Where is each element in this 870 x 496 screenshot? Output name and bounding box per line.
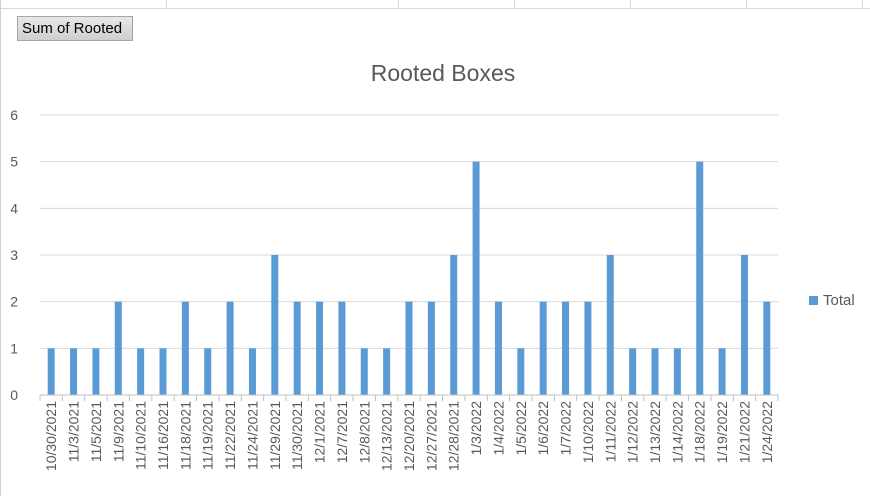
x-tick-label: 1/18/2022 bbox=[692, 401, 708, 463]
y-tick-label: 2 bbox=[10, 294, 18, 310]
bar bbox=[696, 161, 704, 395]
x-tick-label: 11/16/2021 bbox=[155, 401, 171, 470]
bar bbox=[405, 301, 413, 395]
x-tick-label: 11/10/2021 bbox=[133, 401, 149, 470]
x-tick-label: 11/5/2021 bbox=[88, 401, 104, 462]
legend-swatch bbox=[809, 296, 818, 305]
bar bbox=[584, 301, 592, 395]
x-tick-label: 1/13/2022 bbox=[647, 401, 663, 463]
bar bbox=[181, 301, 189, 395]
bar bbox=[92, 348, 100, 395]
x-tick-label: 1/21/2022 bbox=[736, 401, 752, 463]
x-tick-label: 10/30/2021 bbox=[43, 401, 59, 471]
pivot-field-button[interactable]: Sum of Rooted bbox=[17, 16, 133, 41]
bar bbox=[159, 348, 167, 395]
bar bbox=[494, 301, 502, 395]
bar bbox=[70, 348, 78, 395]
y-tick-label: 5 bbox=[10, 154, 18, 170]
column-divider bbox=[746, 0, 747, 8]
bar bbox=[114, 301, 122, 395]
column-divider bbox=[514, 0, 515, 8]
bar bbox=[629, 348, 637, 395]
bar bbox=[539, 301, 547, 395]
x-tick-label: 11/3/2021 bbox=[66, 401, 82, 462]
bar bbox=[204, 348, 212, 395]
bar bbox=[562, 301, 570, 395]
bar bbox=[450, 255, 458, 395]
bar bbox=[673, 348, 681, 395]
y-tick-label: 6 bbox=[10, 107, 18, 123]
x-tick-label: 1/6/2022 bbox=[535, 401, 551, 456]
y-tick-label: 4 bbox=[10, 200, 18, 216]
x-tick-label: 11/9/2021 bbox=[110, 401, 126, 462]
bar bbox=[338, 301, 346, 395]
column-divider bbox=[862, 0, 863, 8]
x-tick-label: 12/8/2021 bbox=[356, 401, 372, 463]
x-tick-label: 11/18/2021 bbox=[177, 401, 193, 470]
x-tick-label: 1/12/2022 bbox=[625, 401, 641, 463]
y-tick-label: 0 bbox=[10, 387, 18, 403]
bar bbox=[360, 348, 368, 395]
spreadsheet-header-grid bbox=[0, 0, 870, 9]
bar bbox=[226, 301, 234, 395]
x-tick-label: 1/7/2022 bbox=[558, 401, 574, 456]
bar bbox=[718, 348, 726, 395]
x-tick-label: 11/22/2021 bbox=[222, 401, 238, 470]
column-divider bbox=[398, 0, 399, 8]
x-tick-label: 12/27/2021 bbox=[423, 401, 439, 471]
x-tick-label: 1/14/2022 bbox=[669, 401, 685, 463]
column-divider bbox=[166, 0, 167, 8]
x-tick-label: 1/19/2022 bbox=[714, 401, 730, 463]
x-tick-label: 12/20/2021 bbox=[401, 401, 417, 471]
chart-left-border bbox=[0, 0, 1, 496]
bar bbox=[248, 348, 256, 395]
x-tick-label: 1/5/2022 bbox=[513, 401, 529, 456]
x-tick-label: 12/1/2021 bbox=[312, 401, 328, 463]
x-tick-label: 12/28/2021 bbox=[446, 401, 462, 471]
bar bbox=[763, 301, 771, 395]
bar bbox=[427, 301, 435, 395]
x-tick-label: 1/4/2022 bbox=[490, 401, 506, 456]
x-tick-label: 11/29/2021 bbox=[267, 401, 283, 470]
legend[interactable]: Total bbox=[809, 292, 855, 309]
bar bbox=[651, 348, 659, 395]
x-tick-label: 1/11/2022 bbox=[602, 401, 618, 462]
bar bbox=[383, 348, 391, 395]
chart-title: Rooted Boxes bbox=[370, 60, 516, 86]
x-tick-label: 12/7/2021 bbox=[334, 401, 350, 463]
x-tick-label: 11/24/2021 bbox=[244, 401, 260, 470]
bar bbox=[517, 348, 525, 395]
column-divider bbox=[630, 0, 631, 8]
bar bbox=[472, 161, 480, 395]
bar bbox=[137, 348, 145, 395]
bar bbox=[271, 255, 279, 395]
x-tick-label: 12/13/2021 bbox=[379, 401, 395, 471]
x-tick-label: 11/30/2021 bbox=[289, 401, 305, 470]
x-tick-label: 11/19/2021 bbox=[200, 401, 216, 470]
bar bbox=[47, 348, 55, 395]
legend-label: Total bbox=[823, 292, 855, 309]
x-tick-label: 1/3/2022 bbox=[468, 401, 484, 456]
x-tick-label: 1/10/2022 bbox=[580, 401, 596, 463]
y-tick-label: 3 bbox=[10, 247, 18, 263]
bar bbox=[740, 255, 748, 395]
bar bbox=[606, 255, 614, 395]
y-tick-label: 1 bbox=[10, 340, 18, 356]
bar bbox=[293, 301, 301, 395]
bar bbox=[316, 301, 324, 395]
x-tick-label: 1/24/2022 bbox=[759, 401, 775, 463]
